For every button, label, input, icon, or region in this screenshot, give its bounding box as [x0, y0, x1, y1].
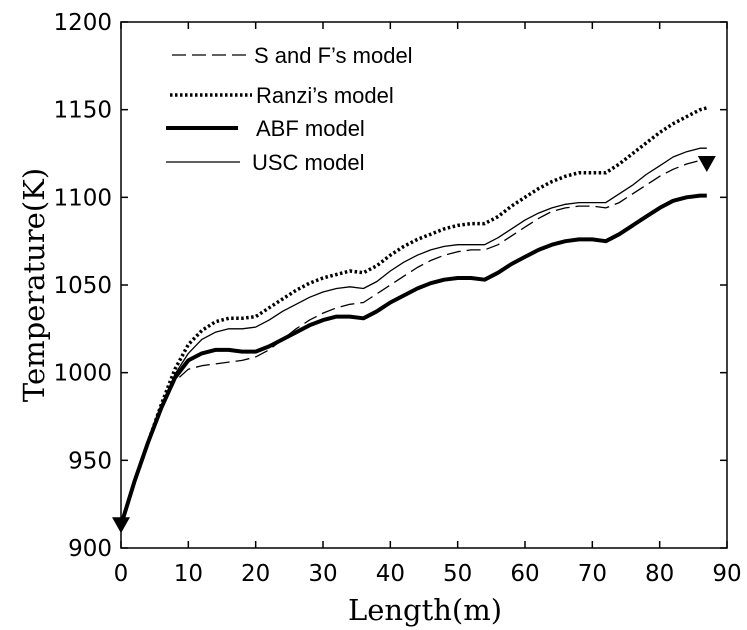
series-line-bold	[119, 193, 707, 526]
legend-label: S and F’s model	[254, 43, 413, 68]
legend-label: ABF model	[256, 116, 365, 141]
x-tick-label: 70	[578, 561, 607, 587]
y-axis-title: Temperature(K)	[17, 168, 51, 402]
triangle-down-marker	[697, 156, 716, 173]
x-tick-label: 90	[712, 561, 741, 587]
x-axis-title: Length(m)	[348, 593, 502, 627]
legend-label: Ranzi’s model	[256, 83, 394, 108]
y-tick-label: 1050	[53, 273, 112, 299]
marker-layer	[112, 156, 716, 534]
legend-label: USC model	[252, 150, 364, 175]
legend: S and F’s model Ranzi’s model ABF model USC…	[166, 43, 413, 175]
series-line-dotted	[119, 106, 708, 526]
y-tick-label: 950	[68, 448, 112, 474]
x-tick-label: 20	[241, 561, 270, 587]
x-tick-label: 30	[308, 561, 337, 587]
y-tick-label: 900	[68, 536, 112, 562]
x-tick-label: 10	[174, 561, 203, 587]
x-tick-label: 60	[510, 561, 539, 587]
triangle-down-marker	[112, 517, 130, 534]
x-tick-label: 50	[443, 561, 472, 587]
y-tick-label: 1150	[53, 98, 112, 124]
series-line-dashed	[120, 159, 707, 526]
axis-ticks: 0 10 20 30 40 50 60 70 80 90 900 950 1000 1050 1100 115…	[53, 10, 741, 587]
series-layer	[119, 106, 708, 526]
x-tick-label: 40	[376, 561, 405, 587]
x-tick-label: 80	[645, 561, 674, 587]
y-tick-label: 1100	[53, 185, 112, 211]
y-tick-label: 1200	[53, 10, 112, 36]
x-tick-label: 0	[114, 561, 129, 587]
series-line-solid	[120, 147, 707, 526]
y-tick-label: 1000	[53, 361, 112, 387]
